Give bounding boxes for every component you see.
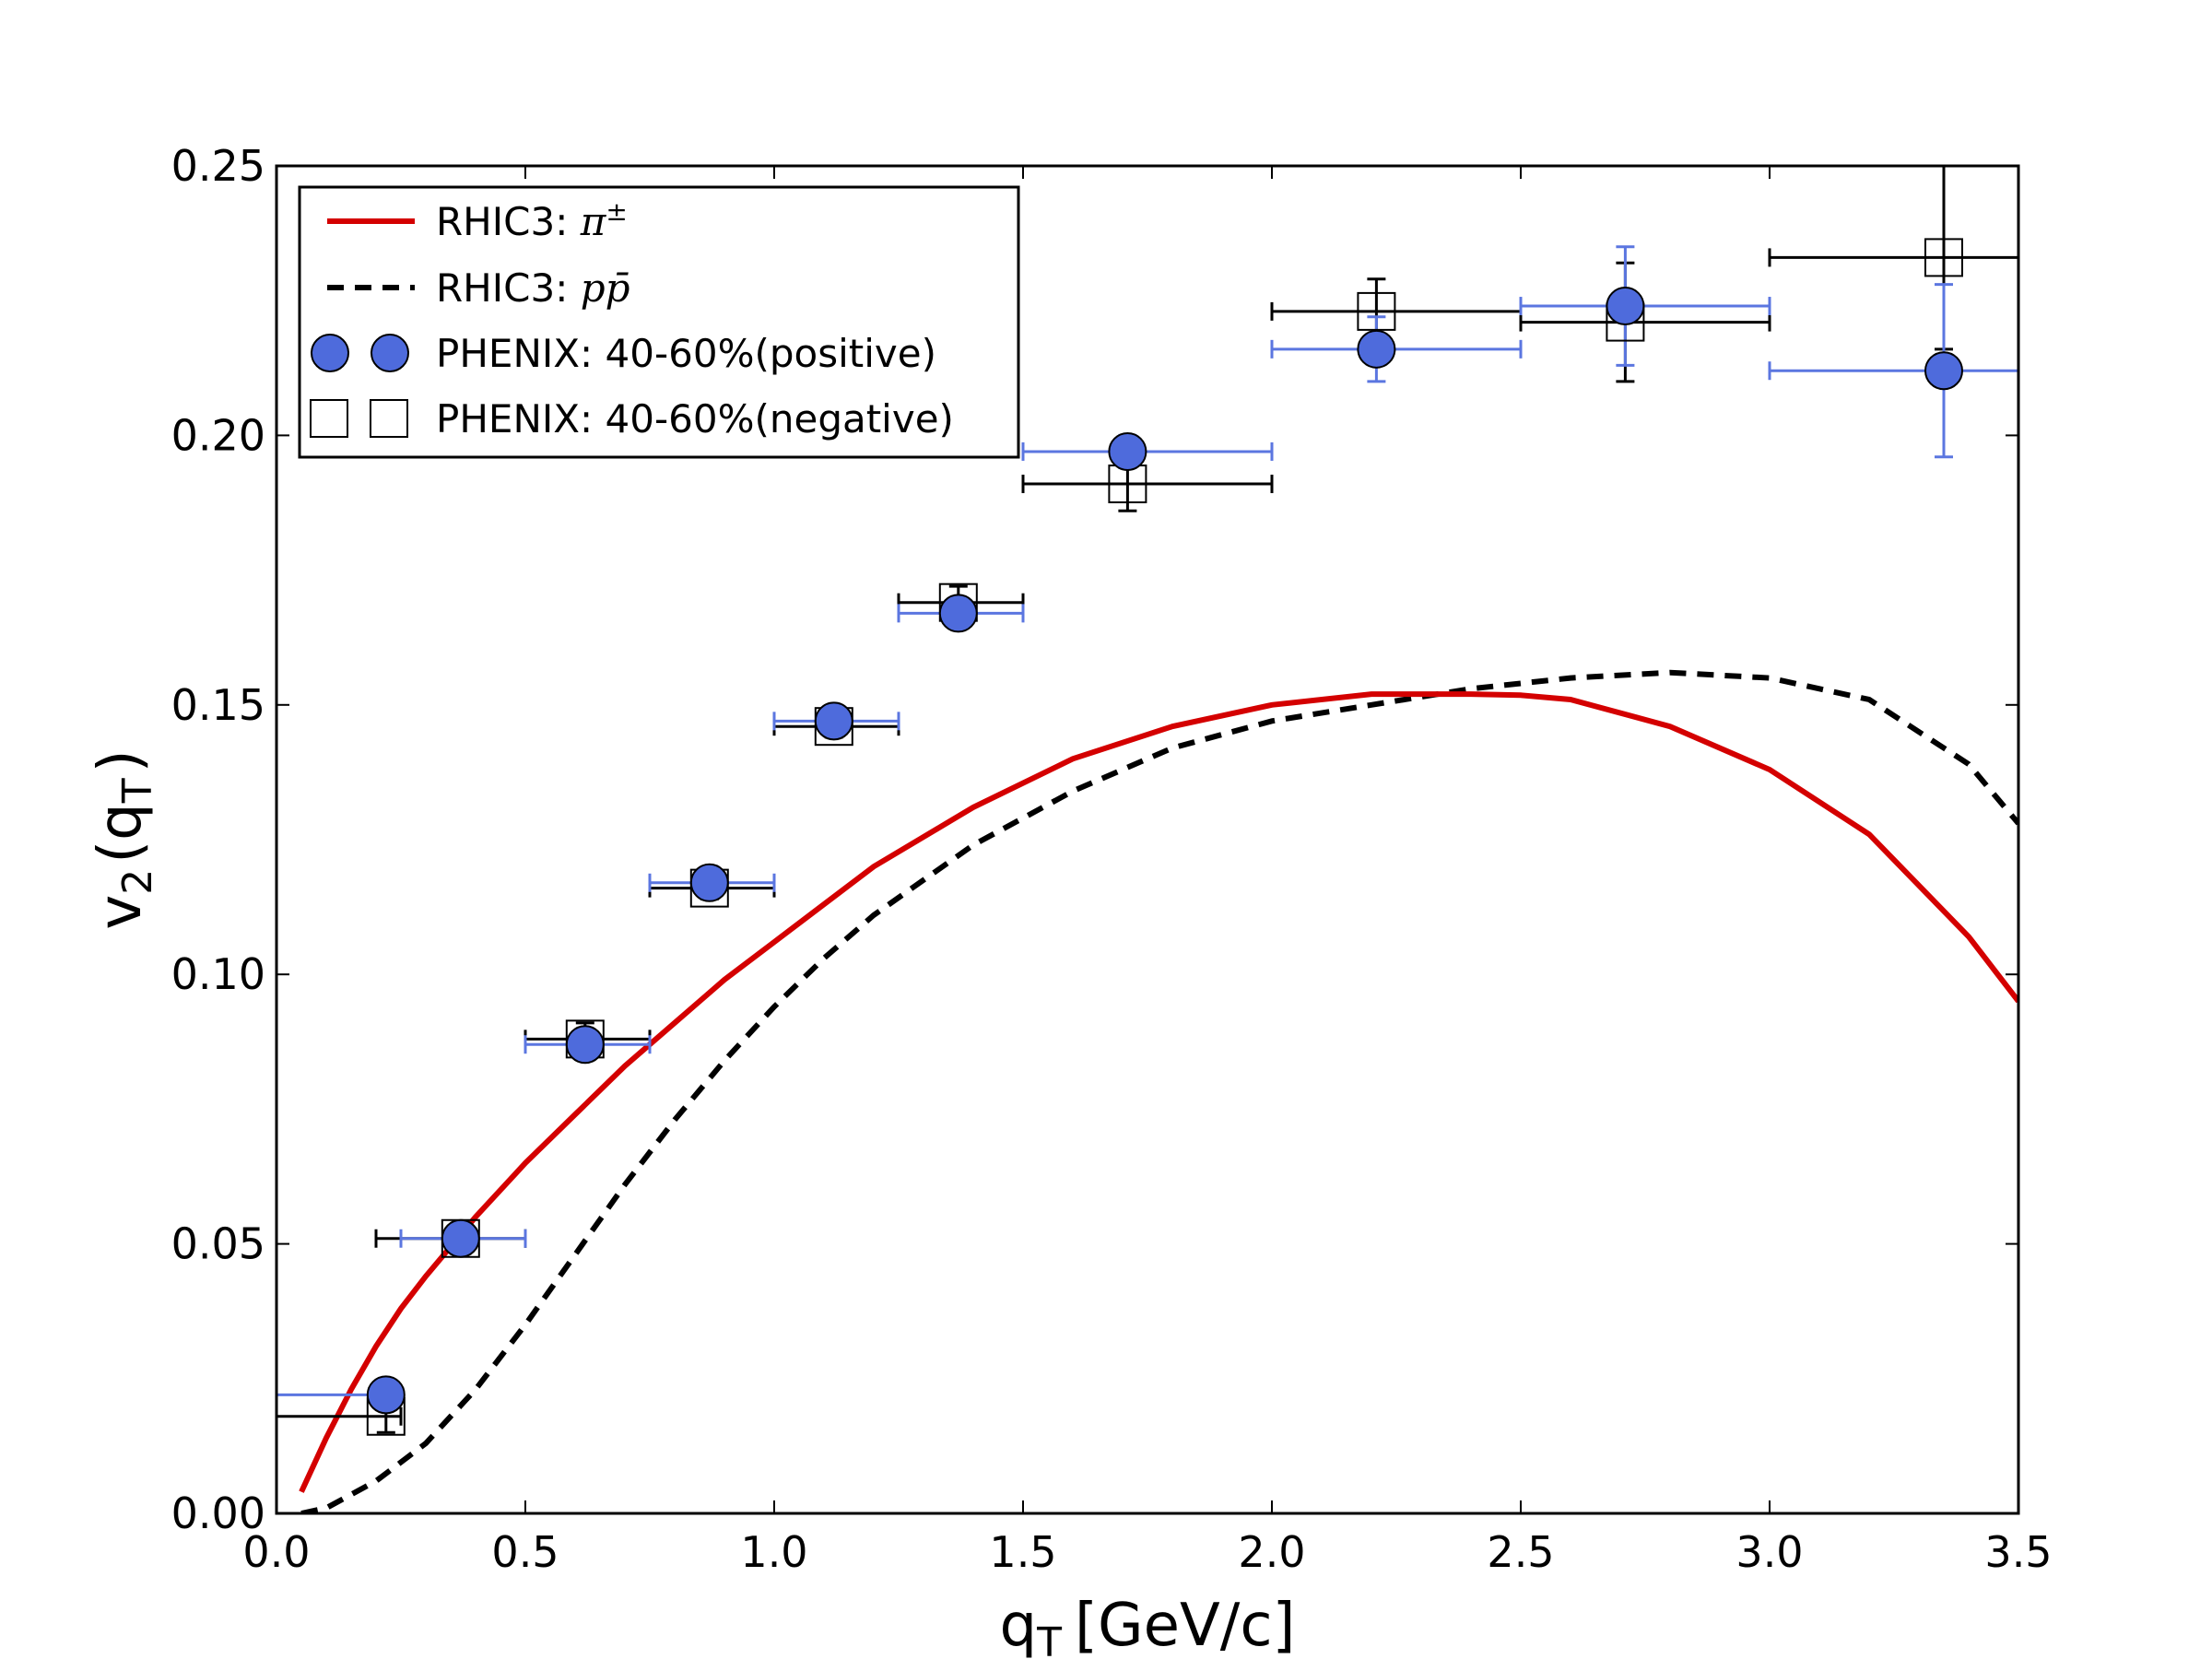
x-axis-label: qT [GeV/c] xyxy=(1000,1592,1296,1659)
y-tick-label: 0.10 xyxy=(171,949,265,999)
legend-negative-marker-1 xyxy=(310,399,348,438)
positive-markers-layer xyxy=(366,287,1963,1415)
positive-point-marker xyxy=(441,1218,480,1258)
positive-point-marker xyxy=(938,594,978,633)
y-tick-label: 0.20 xyxy=(171,410,265,460)
legend-positive-marker-2 xyxy=(371,334,409,372)
x-tick-label: 3.0 xyxy=(1735,1527,1803,1577)
x-tick-label: 1.5 xyxy=(989,1527,1056,1577)
x-axis-label-unit: [GeV/c] xyxy=(1075,1592,1295,1659)
y-axis-label: v2 (qT) xyxy=(87,749,161,929)
legend-proton-label: RHIC3: pp̄ xyxy=(436,265,629,311)
legend-positive-label: PHENIX: 40-60%(positive) xyxy=(436,331,936,376)
y-axis-label-sub: 2 xyxy=(114,869,161,895)
y-tick-labels: 0.00 0.05 0.10 0.15 0.20 0.25 xyxy=(171,141,265,1538)
positive-point-marker xyxy=(689,863,729,902)
y-tick-label: 0.05 xyxy=(171,1219,265,1269)
x-tick-label: 2.0 xyxy=(1238,1527,1305,1577)
positive-point-marker xyxy=(366,1375,406,1415)
legend-box xyxy=(298,185,1020,459)
x-axis-label-sub: T xyxy=(1036,1619,1062,1659)
x-tick-label: 0.0 xyxy=(242,1527,310,1577)
curves-layer xyxy=(299,669,2018,1513)
legend-proton-prefix: RHIC3: xyxy=(436,265,581,311)
y-axis-label-inner-sub: T xyxy=(114,778,161,804)
positive-point-marker xyxy=(565,1025,605,1065)
positive-point-marker xyxy=(1924,351,1963,391)
y-axis-label-open: ( xyxy=(87,841,155,864)
y-tick-label: 0.15 xyxy=(171,680,265,730)
legend-pion-sup: ± xyxy=(606,196,627,227)
x-tick-label: 2.5 xyxy=(1487,1527,1554,1577)
legend-pion-math: π xyxy=(580,199,607,244)
y-tick-label: 0.25 xyxy=(171,141,265,191)
legend: RHIC3: π± RHIC3: pp̄ PHENIX: 40-60%(posi… xyxy=(298,185,1020,459)
legend-negative-marker-2 xyxy=(370,399,408,438)
positive-point-marker xyxy=(1108,431,1147,471)
x-tick-label: 3.5 xyxy=(1984,1527,2052,1577)
y-tick-label: 0.00 xyxy=(171,1488,265,1538)
x-tick-label: 0.5 xyxy=(491,1527,559,1577)
positive-point-marker xyxy=(1606,287,1645,326)
positive-point-marker xyxy=(1357,329,1396,369)
plot-frame xyxy=(275,164,2020,1515)
y-axis-label-inner: q xyxy=(87,803,155,841)
y-axis-label-main: v xyxy=(87,895,155,930)
x-tick-label: 1.0 xyxy=(740,1527,807,1577)
positive-point-marker xyxy=(814,701,853,741)
legend-positive-marker-1 xyxy=(311,334,349,372)
x-tick-labels: 0.0 0.5 1.0 1.5 2.0 2.5 3.0 3.5 xyxy=(242,1527,2052,1577)
legend-pion-prefix: RHIC3: xyxy=(436,199,581,244)
legend-pion-label: RHIC3: π± xyxy=(436,196,628,244)
y-axis-label-close: ) xyxy=(87,749,155,772)
legend-negative-label: PHENIX: 40-60%(negative) xyxy=(436,396,954,441)
x-axis-label-main: q xyxy=(1000,1592,1038,1659)
proton-curve-dashed xyxy=(300,669,2018,1513)
legend-proton-math: pp̄ xyxy=(581,265,630,311)
pion-curve-solid xyxy=(299,691,2018,1493)
negative-point-marker xyxy=(1924,238,1963,277)
